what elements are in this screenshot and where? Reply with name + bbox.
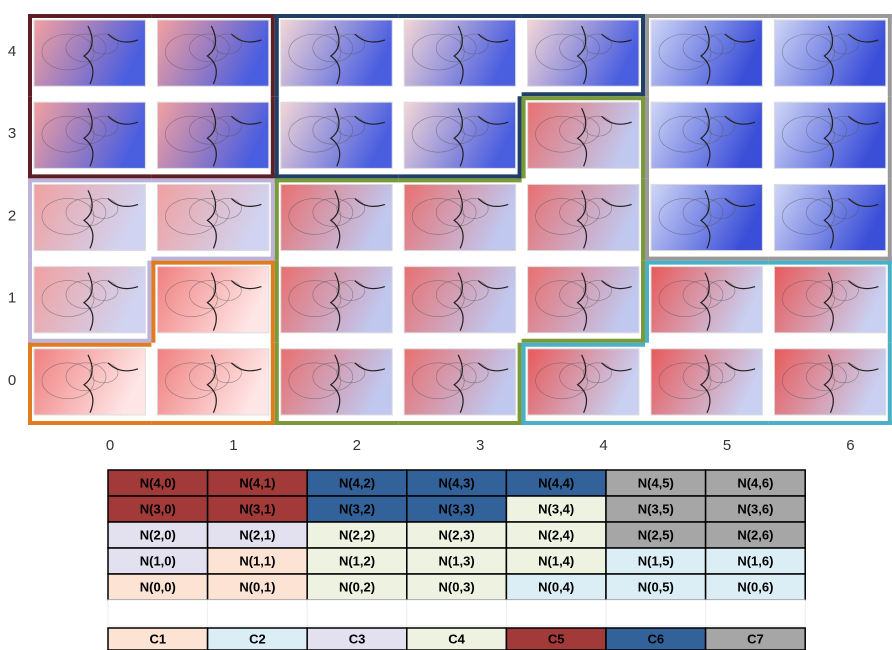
table-cell-text: N(0,5) — [638, 579, 674, 594]
col-label: 3 — [476, 437, 484, 454]
legend-text: C2 — [249, 631, 266, 646]
node-table: N(4,0) N(4,1) N(4,2) N(4,3) N(4,4) N(4,5) N(4,… — [108, 470, 805, 650]
table-cell-text: N(4,1) — [239, 475, 275, 490]
table-cell-text: N(1,3) — [439, 553, 475, 568]
table-cell-text: N(3,2) — [339, 501, 375, 516]
table-cell-text: N(0,6) — [737, 579, 773, 594]
row-label: 3 — [8, 125, 16, 142]
table-blank — [307, 600, 407, 626]
col-label: 2 — [353, 437, 361, 454]
table-cell-text: N(0,3) — [439, 579, 475, 594]
map-grid — [34, 20, 886, 415]
col-label: 1 — [229, 437, 237, 454]
row-label: 0 — [8, 372, 16, 389]
table-blank — [706, 600, 806, 626]
legend-text: C6 — [647, 631, 664, 646]
table-cell-text: N(3,1) — [239, 501, 275, 516]
table-cell-text: N(3,3) — [439, 501, 475, 516]
legend-text: C1 — [149, 631, 166, 646]
legend-text: C3 — [349, 631, 366, 646]
table-cell-text: N(1,4) — [538, 553, 574, 568]
table-cell-text: N(2,1) — [239, 527, 275, 542]
table-cell-text: N(2,5) — [638, 527, 674, 542]
table-cell-text: N(3,4) — [538, 501, 574, 516]
table-cell-text: N(0,4) — [538, 579, 574, 594]
table-cell-text: N(0,0) — [140, 579, 176, 594]
table-cell-text: N(2,3) — [439, 527, 475, 542]
table-cell-text: N(4,5) — [638, 475, 674, 490]
row-label: 4 — [8, 43, 16, 60]
col-label: 5 — [723, 437, 731, 454]
page: 432100123456 N(4,0)N(4,1)N(4,2)N(4,3)N(4… — [0, 0, 892, 650]
col-label: 4 — [599, 437, 607, 454]
table-blank — [506, 600, 606, 626]
table-cell-text: N(0,2) — [339, 579, 375, 594]
table-cell-text: N(1,0) — [140, 553, 176, 568]
row-label: 2 — [8, 207, 16, 224]
table-cell-text: N(2,0) — [140, 527, 176, 542]
table-cell-text: N(1,1) — [239, 553, 275, 568]
table-blank — [108, 600, 208, 626]
table-cell-text: N(4,4) — [538, 475, 574, 490]
table-cell-text: N(4,3) — [439, 475, 475, 490]
row-label: 1 — [8, 290, 16, 307]
table-cell-text: N(3,0) — [140, 501, 176, 516]
table-cell-text: N(2,4) — [538, 527, 574, 542]
figure: 432100123456 N(4,0)N(4,1)N(4,2)N(4,3)N(4… — [0, 0, 892, 650]
table-cell-text: N(4,6) — [737, 475, 773, 490]
table-cell-text: N(4,0) — [140, 475, 176, 490]
legend-text: C5 — [548, 631, 565, 646]
table-cell-text: N(1,6) — [737, 553, 773, 568]
legend-text: C7 — [747, 631, 764, 646]
table-cell-text: N(3,5) — [638, 501, 674, 516]
table-cell-text: N(2,6) — [737, 527, 773, 542]
table-cell-text: N(1,5) — [638, 553, 674, 568]
table-cell-text: N(4,2) — [339, 475, 375, 490]
table-blank — [208, 600, 308, 626]
table-cell-text: N(3,6) — [737, 501, 773, 516]
table-blank — [606, 600, 706, 626]
col-label: 6 — [846, 437, 854, 454]
table-cell-text: N(0,1) — [239, 579, 275, 594]
legend-text: C4 — [448, 631, 465, 646]
table-cell-text: N(2,2) — [339, 527, 375, 542]
col-label: 0 — [106, 437, 114, 454]
table-blank — [407, 600, 507, 626]
table-cell-text: N(1,2) — [339, 553, 375, 568]
